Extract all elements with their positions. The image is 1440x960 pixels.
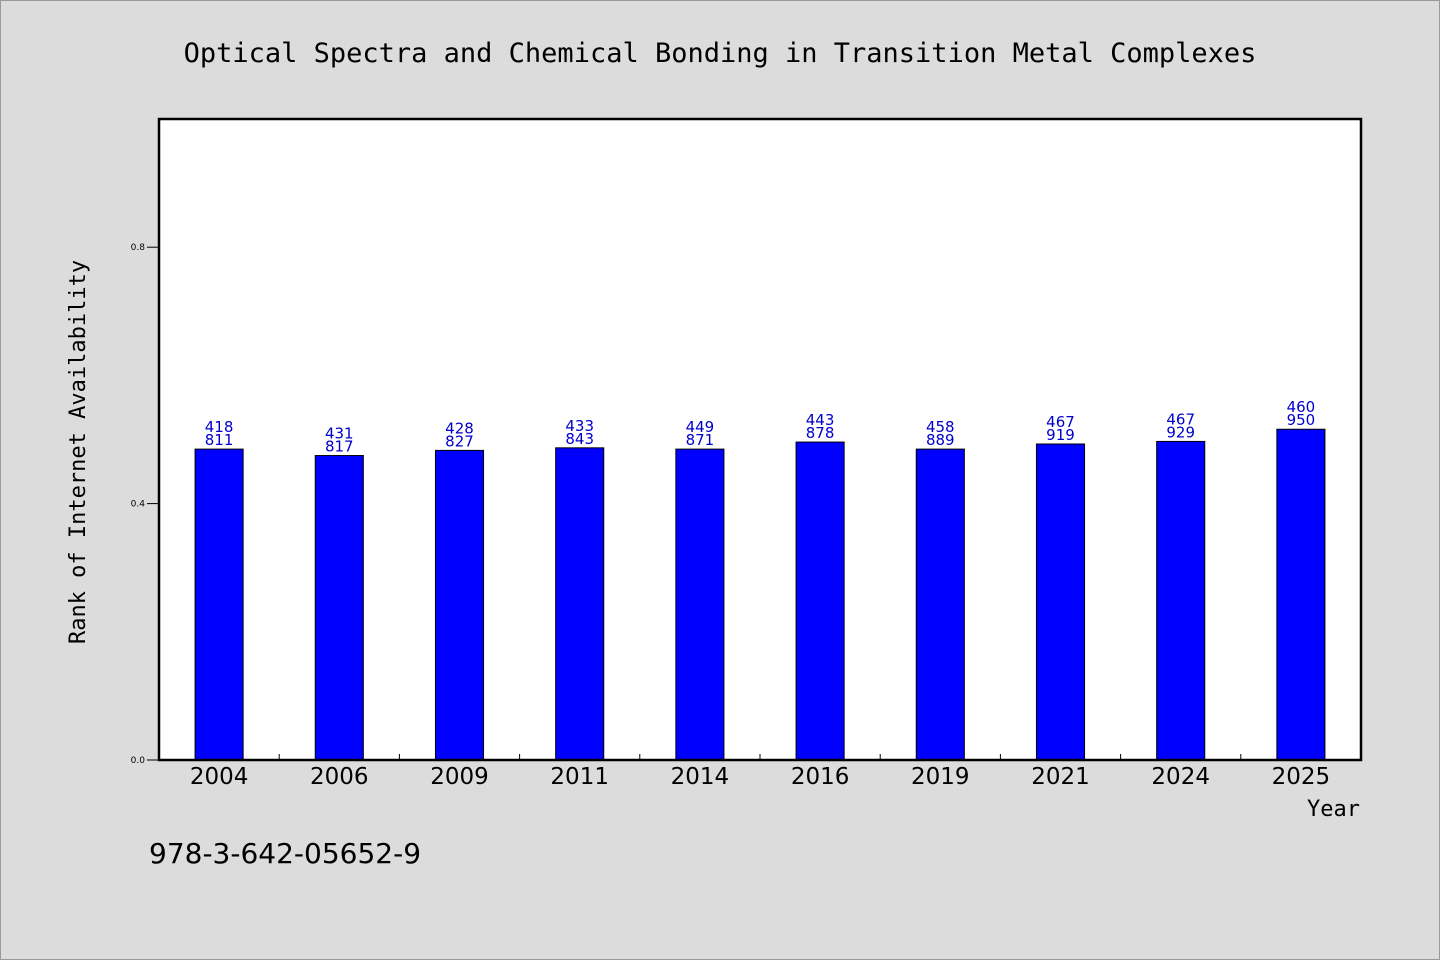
x-axis: 2004 2006 2009 2011 2014 2016 2019 2021 2024 2025	[190, 754, 1330, 790]
data-label-2021-2: 919	[1046, 426, 1075, 444]
data-label-2014-1: 449	[686, 418, 715, 436]
data-label-2004-1: 418	[205, 418, 234, 436]
y-axis: 0.0 0.4 0.8	[131, 243, 159, 766]
data-label-2004-2: 811	[205, 431, 234, 449]
bar-2009	[434, 449, 485, 761]
bar-2004	[194, 448, 244, 761]
y-tick-label-0.0: 0.0	[131, 756, 146, 766]
y-axis-label: Rank of Internet Availability	[66, 260, 91, 644]
bar-2014	[675, 448, 725, 761]
x-tick-label-2009: 2009	[430, 764, 489, 790]
bar-2021	[1035, 443, 1086, 761]
x-tick-label-2021: 2021	[1031, 764, 1090, 790]
bar-2006	[314, 455, 364, 761]
data-label-2025-1: 460	[1287, 398, 1316, 416]
bars-layer	[194, 428, 1326, 761]
y-tick-label-0.8: 0.8	[131, 243, 146, 253]
x-tick-label-2019: 2019	[911, 764, 970, 790]
data-label-2006-2: 817	[325, 438, 354, 456]
data-label-2019-2: 889	[926, 431, 955, 449]
bar-2024	[1156, 440, 1206, 761]
data-label-2009-2: 827	[445, 432, 474, 450]
x-tick-label-2006: 2006	[310, 764, 369, 790]
data-label-2016-2: 878	[806, 424, 835, 442]
data-label-2024-2: 929	[1166, 423, 1195, 441]
data-label-2006-1: 431	[325, 425, 354, 443]
x-tick-label-2025: 2025	[1272, 764, 1331, 790]
data-label-2011-1: 433	[565, 417, 594, 435]
data-label-2009-1: 428	[445, 419, 474, 437]
chart-title: Optical Spectra and Chemical Bonding in …	[184, 38, 1257, 69]
data-label-2021-1: 467	[1046, 413, 1075, 431]
data-label-2024-1: 467	[1166, 410, 1195, 428]
x-tick-label-2016: 2016	[791, 764, 850, 790]
x-tick-label-2024: 2024	[1151, 764, 1210, 790]
data-label-2014-2: 871	[686, 431, 715, 449]
bar-2025	[1276, 428, 1326, 761]
x-tick-label-2014: 2014	[671, 764, 730, 790]
isbn-footer: 978-3-642-05652-9	[149, 837, 421, 870]
bar-2011	[555, 447, 605, 761]
plot-border	[157, 117, 1363, 762]
data-label-2016-1: 443	[806, 411, 835, 429]
bar-2019	[915, 448, 965, 761]
data-label-2011-2: 843	[565, 430, 594, 448]
x-tick-label-2011: 2011	[550, 764, 609, 790]
x-tick-label-2004: 2004	[190, 764, 249, 790]
x-axis-label: Year	[1307, 797, 1360, 822]
bar-2016	[795, 441, 845, 761]
y-tick-label-0.4: 0.4	[131, 500, 146, 510]
data-label-2019-1: 458	[926, 418, 955, 436]
data-label-2025-2: 950	[1287, 411, 1316, 429]
